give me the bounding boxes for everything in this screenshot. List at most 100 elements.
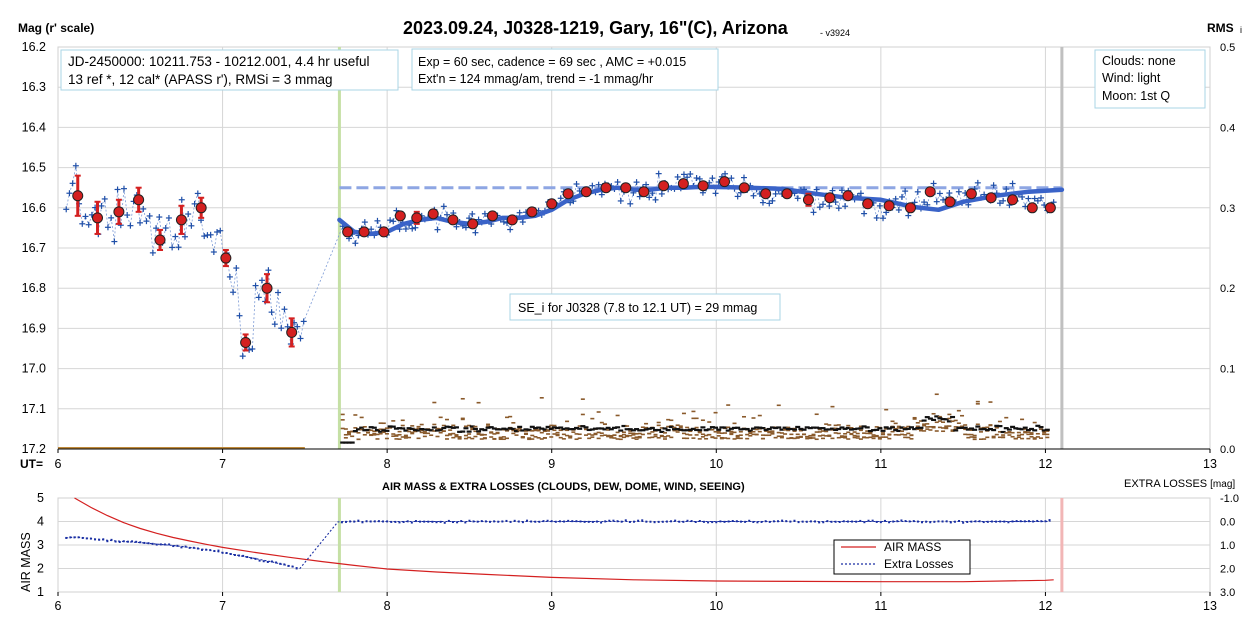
raw-point bbox=[658, 190, 665, 197]
extra-losses-point bbox=[546, 519, 549, 522]
extra-losses-point bbox=[826, 520, 829, 523]
extra-losses-point bbox=[719, 520, 722, 523]
y-tick-label-left: 16.3 bbox=[22, 80, 46, 94]
extra-losses-point bbox=[550, 520, 553, 523]
extra-losses-point bbox=[65, 536, 68, 539]
raw-point bbox=[819, 201, 826, 208]
extra-losses-point bbox=[398, 521, 401, 524]
extra-losses-point bbox=[279, 562, 282, 565]
raw-point bbox=[759, 199, 766, 206]
y-tick-label-left: 16.9 bbox=[22, 321, 46, 335]
binned-point bbox=[719, 176, 731, 188]
extra-losses-point bbox=[1040, 520, 1043, 523]
extra-losses-point bbox=[822, 521, 825, 524]
extra-losses-point bbox=[641, 519, 644, 522]
y-tick-label-right: 0.1 bbox=[1220, 364, 1235, 376]
extra-losses-point bbox=[258, 559, 261, 562]
extra-losses-point bbox=[484, 520, 487, 523]
info-box-1-line-2: 13 ref *, 12 cal* (APASS r'), RMSi = 3 m… bbox=[68, 72, 333, 87]
extra-losses-point bbox=[871, 519, 874, 522]
extra-losses-point bbox=[353, 520, 356, 523]
raw-point bbox=[873, 214, 880, 221]
raw-point bbox=[914, 188, 921, 195]
extra-losses-point bbox=[686, 519, 689, 522]
extra-losses-point bbox=[867, 519, 870, 522]
raw-point bbox=[766, 200, 773, 207]
raw-point bbox=[1025, 195, 1032, 202]
extra-losses-point bbox=[447, 519, 450, 522]
extra-losses-point bbox=[110, 538, 113, 541]
binned-point bbox=[842, 190, 854, 202]
binned-point bbox=[658, 180, 670, 192]
info-box-2-line-2: Ext'n = 124 mmag/am, trend = -1 mmag/hr bbox=[418, 72, 653, 86]
extra-losses-point bbox=[752, 520, 755, 523]
info-box-1-line-1: JD-2450000: 10211.753 - 10212.001, 4.4 h… bbox=[68, 54, 369, 69]
raw-point bbox=[684, 174, 691, 181]
extra-losses-point bbox=[489, 520, 491, 523]
binned-point bbox=[342, 226, 354, 238]
extra-losses-point bbox=[929, 521, 932, 524]
raw-point bbox=[194, 190, 201, 197]
extra-losses-point bbox=[369, 520, 372, 523]
raw-point bbox=[300, 318, 307, 325]
y-tick-label-right: 2.0 bbox=[1220, 564, 1235, 576]
extra-losses-point bbox=[657, 520, 660, 523]
raw-point bbox=[1019, 193, 1026, 200]
binned-point bbox=[600, 182, 612, 194]
raw-point bbox=[265, 267, 272, 274]
extra-losses-point bbox=[859, 519, 862, 522]
raw-point bbox=[236, 312, 243, 319]
extra-losses-point bbox=[118, 540, 121, 543]
raw-point bbox=[66, 190, 73, 197]
extra-losses-point bbox=[949, 521, 952, 524]
raw-point bbox=[633, 179, 640, 186]
extra-losses-point bbox=[1048, 519, 1051, 522]
extra-losses-point bbox=[916, 520, 919, 523]
extra-losses-point bbox=[361, 521, 364, 524]
extra-losses-point bbox=[192, 546, 195, 549]
raw-point bbox=[124, 212, 131, 219]
y-tick-label-left: 1 bbox=[37, 585, 44, 599]
raw-point bbox=[930, 180, 937, 187]
raw-point bbox=[936, 190, 943, 197]
extra-losses-point bbox=[620, 520, 623, 523]
extra-losses-point bbox=[209, 549, 212, 552]
extra-losses-point bbox=[423, 520, 426, 523]
extra-losses-point bbox=[608, 519, 611, 522]
bottom-left-axis-label: AIR MASS bbox=[19, 532, 33, 592]
extra-losses-point bbox=[373, 520, 376, 523]
extra-losses-point bbox=[941, 520, 944, 523]
binned-point bbox=[580, 186, 592, 198]
raw-point bbox=[443, 211, 450, 218]
extra-losses-point bbox=[702, 520, 705, 523]
extra-losses-point bbox=[801, 520, 804, 523]
x-tick-label: 9 bbox=[548, 599, 555, 613]
y-tick-label-right: 0.2 bbox=[1220, 283, 1235, 295]
raw-point bbox=[472, 229, 479, 236]
raw-point bbox=[188, 222, 195, 229]
raw-point bbox=[595, 181, 602, 188]
binned-point bbox=[411, 212, 423, 224]
raw-point bbox=[1031, 195, 1038, 202]
raw-point bbox=[573, 181, 580, 188]
raw-point bbox=[258, 277, 265, 284]
extra-losses-point bbox=[612, 519, 615, 522]
extra-losses-point bbox=[509, 520, 512, 523]
legend-box bbox=[833, 539, 971, 575]
binned-point bbox=[965, 188, 977, 200]
extra-losses-point bbox=[649, 520, 652, 523]
raw-point bbox=[1000, 197, 1007, 204]
raw-point bbox=[734, 193, 741, 200]
raw-point bbox=[680, 171, 687, 178]
top-grid bbox=[58, 47, 1210, 449]
binned-point bbox=[506, 214, 518, 226]
extra-losses-point bbox=[958, 519, 961, 522]
y-tick-label-left: 16.5 bbox=[22, 161, 46, 175]
extra-losses-point bbox=[233, 553, 236, 556]
extra-losses-point bbox=[163, 543, 166, 546]
extra-losses-point bbox=[925, 520, 928, 523]
top-axes: 6 7 8 9 10 11 12 13 16.2 16.3 16.4 16.5 16.6 16.7 16.8… bbox=[22, 40, 1236, 471]
extra-losses-point bbox=[184, 545, 187, 548]
raw-point bbox=[143, 218, 150, 225]
raw-point bbox=[655, 170, 662, 177]
